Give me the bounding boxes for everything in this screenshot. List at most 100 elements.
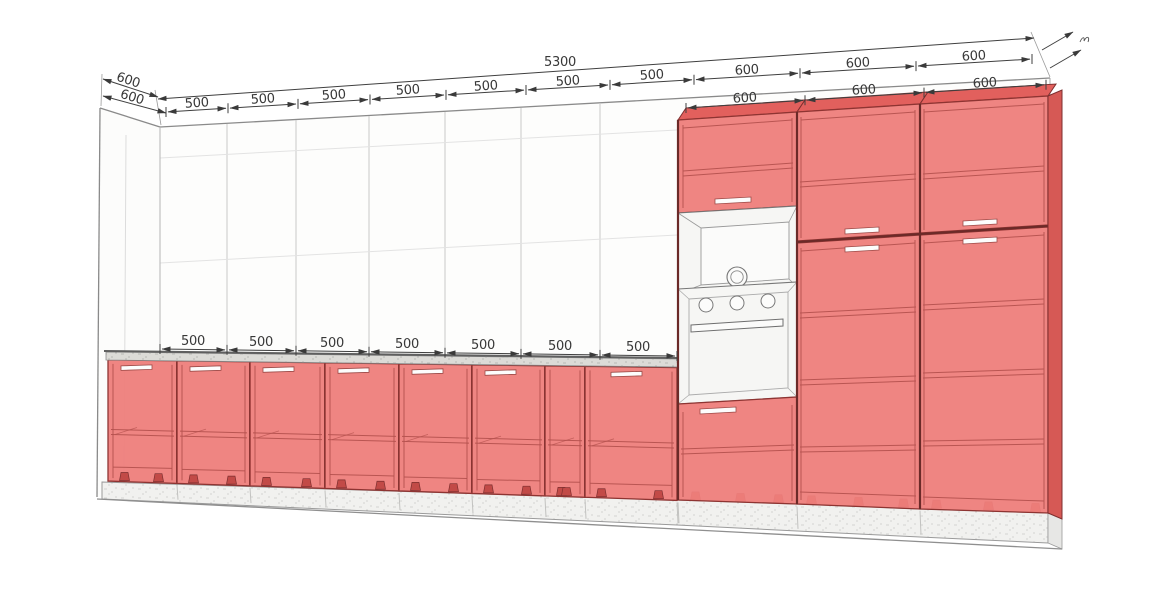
base-cabinet-door <box>176 360 251 487</box>
dim-label: 500 <box>395 82 420 98</box>
plinth-joint <box>796 506 799 529</box>
dimensions <box>100 31 1090 361</box>
wall-grid-lines <box>226 103 601 354</box>
dim-top-segments <box>165 54 1033 117</box>
cabinet-foot <box>483 484 494 494</box>
dim-left-depth <box>102 78 167 114</box>
base-cabinet-door <box>544 365 586 498</box>
cabinet-foot <box>653 490 664 500</box>
plinth-joint <box>249 487 252 504</box>
oven-tall-unit <box>676 99 806 505</box>
cabinet-foot <box>153 473 164 483</box>
cabinet-foot <box>119 472 130 481</box>
oven-unit-upper-cabinet <box>677 111 798 214</box>
tall-cabinet-2 <box>918 83 1063 520</box>
oven-handle-bar <box>690 318 784 333</box>
dim-counter-segments <box>159 344 678 361</box>
base-cabinet-door <box>471 364 546 497</box>
tall-cabinet-1-upper-door <box>796 103 921 242</box>
plinth-joint <box>471 495 474 514</box>
cabinet-handle <box>262 366 295 373</box>
oven-unit-lower-drawer <box>677 396 798 505</box>
oven-knob <box>698 297 714 313</box>
base-cabinet-door <box>324 362 400 492</box>
plinth-joint <box>398 492 401 511</box>
dim-label: 600 <box>972 75 997 91</box>
cabinet-foot <box>596 488 607 498</box>
corner-annotation <box>1041 31 1090 69</box>
dim-label: 600 <box>851 82 876 98</box>
dim-label: 600 <box>732 90 757 106</box>
cabinet-handle <box>714 196 752 205</box>
cabinet-foot <box>188 474 199 484</box>
base-cabinet-door <box>107 359 178 485</box>
dim-label: 500 <box>321 87 346 103</box>
dim-label: 500 <box>639 67 664 83</box>
plinth-joint <box>324 490 327 507</box>
plinth-joint <box>584 499 587 519</box>
cabinet-foot <box>261 476 272 486</box>
dimension-labels: 5300 500 500 500 500 500 500 500 600 600… <box>114 48 997 355</box>
cabinet-handle <box>120 364 153 371</box>
dim-label: 600 <box>118 87 145 108</box>
niche-knob-inner <box>730 270 744 284</box>
cabinet-foot <box>410 482 421 491</box>
oven <box>677 281 798 405</box>
cabinet-handle <box>962 236 998 245</box>
plinth-joint <box>676 502 679 524</box>
tall-cabinet-2-upper-door <box>919 95 1049 234</box>
dim-label: 500 <box>548 339 572 354</box>
base-cabinet-door <box>584 365 678 502</box>
niche-knob <box>726 266 748 288</box>
cabinet-foot <box>521 485 532 495</box>
base-cabinets <box>107 359 678 502</box>
plinth-joints <box>176 485 922 535</box>
cabinet-handle <box>962 218 998 227</box>
tall-cabinet-1-lower-door <box>796 234 921 510</box>
cabinet-handle <box>337 367 370 374</box>
dim-label: 500 <box>184 95 209 111</box>
dim-label: 600 <box>961 48 986 64</box>
cabinet-foot <box>301 478 312 488</box>
cabinet-handle <box>411 368 444 375</box>
dim-label-overall: 5300 <box>544 55 576 70</box>
cabinet-foot <box>336 479 347 489</box>
wall-guide-lines <box>159 129 678 264</box>
plinth-joint <box>677 502 680 524</box>
oven-knob <box>760 293 776 309</box>
dim-tall-segments <box>685 79 1047 113</box>
dim-label: 500 <box>249 335 273 350</box>
cabinet-foot <box>226 475 237 485</box>
cabinet-handle <box>699 406 737 415</box>
microwave-niche <box>677 205 798 295</box>
right-end-panel <box>1047 89 1063 520</box>
cabinet-handle <box>844 244 880 253</box>
plinth-joint <box>919 510 922 535</box>
cabinet-foot <box>375 480 386 490</box>
dim-label: 500 <box>395 337 419 352</box>
dim-label: 500 <box>555 73 580 89</box>
oven-knob <box>729 295 745 311</box>
cabinet-foot <box>561 487 572 496</box>
dim-label: 600 <box>114 70 141 92</box>
dimension-5300 <box>157 35 1035 102</box>
cabinet-handle <box>484 369 517 376</box>
dim-label: 500 <box>320 336 344 351</box>
dim-label: 500 <box>471 338 495 353</box>
base-cabinet-door <box>249 361 326 490</box>
dim-label: 600 <box>845 55 870 71</box>
dim-label: 500 <box>473 78 498 94</box>
floor-line <box>96 498 1063 550</box>
cabinet-handle <box>189 365 222 372</box>
plinth-joint <box>176 485 179 500</box>
dim-label: 500 <box>250 91 275 107</box>
dim-label: 600 <box>734 62 759 78</box>
cabinet-handle <box>844 226 880 235</box>
tall-cabinet-1 <box>795 91 929 510</box>
base-cabinet-door <box>398 363 473 495</box>
cabinet-foot <box>448 483 459 493</box>
cabinet-handle <box>610 370 643 378</box>
dim-label: 500 <box>181 334 205 349</box>
